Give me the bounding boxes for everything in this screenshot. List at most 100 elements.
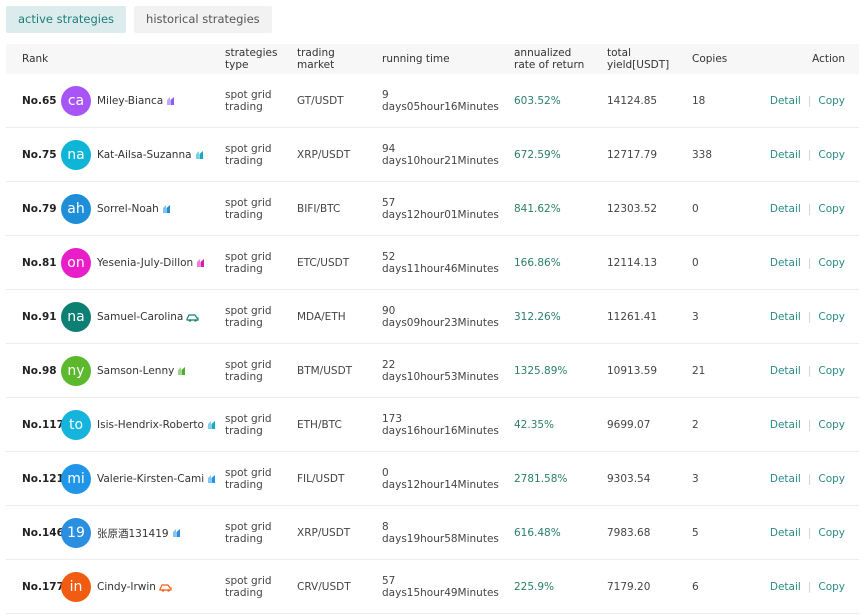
table-header: Rank strategies type trading market runn… bbox=[6, 44, 859, 74]
copy-link[interactable]: Copy bbox=[818, 419, 845, 431]
avatar[interactable]: ca bbox=[61, 86, 91, 116]
avatar[interactable]: to bbox=[61, 410, 91, 440]
action-divider: | bbox=[807, 311, 812, 323]
avatar[interactable]: on bbox=[61, 248, 91, 278]
detail-link[interactable]: Detail bbox=[769, 203, 801, 215]
strategy-type-line2: trading bbox=[225, 209, 263, 221]
row-actions: Detail | Copy bbox=[770, 398, 845, 452]
strategy-type: spot grid trading bbox=[225, 182, 272, 236]
table-row: No.146 19 张原酒131419 spot grid trading XR… bbox=[6, 506, 859, 560]
trader-name[interactable]: 张原酒131419 bbox=[97, 527, 169, 540]
strategy-type-line1: spot grid bbox=[225, 574, 272, 587]
copies-count: 6 bbox=[692, 581, 699, 593]
running-time-detail: days05hour16Minutes bbox=[382, 101, 499, 113]
strategy-type: spot grid trading bbox=[225, 128, 272, 182]
avatar[interactable]: in bbox=[61, 572, 91, 602]
rank-label: No.146 bbox=[22, 527, 64, 539]
strategy-type-line1: spot grid bbox=[225, 250, 272, 263]
table-row: No.177 in Cindy-Irwin spot grid trading … bbox=[6, 560, 859, 614]
header-type-line2: type bbox=[225, 59, 249, 71]
trader-name[interactable]: Miley-Bianca bbox=[97, 95, 164, 107]
copies-count: 0 bbox=[692, 203, 699, 215]
total-yield: 12717.79 bbox=[607, 149, 658, 161]
table-row: No.75 na Kat-Ailsa-Suzanna spot grid tra… bbox=[6, 128, 859, 182]
running-time-days: 173 bbox=[382, 412, 403, 425]
avatar[interactable]: mi bbox=[61, 464, 91, 494]
copy-link[interactable]: Copy bbox=[818, 473, 845, 485]
detail-link[interactable]: Detail bbox=[769, 257, 801, 269]
detail-link[interactable]: Detail bbox=[769, 527, 801, 539]
total-yield: 9699.07 bbox=[607, 419, 651, 431]
annualized-rate: 2781.58% bbox=[514, 473, 568, 485]
bot-badge-icon bbox=[166, 96, 175, 106]
trader-cell[interactable]: on Yesenia-July-Dillon bbox=[61, 236, 205, 290]
trader-cell[interactable]: na Samuel-Carolina bbox=[61, 290, 199, 344]
trader-name[interactable]: Cindy-Irwin bbox=[97, 581, 156, 593]
trader-cell[interactable]: ca Miley-Bianca bbox=[61, 74, 175, 128]
tab-historical-strategies[interactable]: historical strategies bbox=[134, 6, 272, 33]
running-time: 22 days10hour53Minutes bbox=[382, 344, 499, 398]
copy-link[interactable]: Copy bbox=[818, 149, 845, 161]
copy-link[interactable]: Copy bbox=[818, 95, 845, 107]
detail-link[interactable]: Detail bbox=[769, 581, 801, 593]
avatar[interactable]: 19 bbox=[61, 518, 91, 548]
annualized-rate: 672.59% bbox=[514, 149, 561, 161]
row-actions: Detail | Copy bbox=[770, 182, 845, 236]
copy-link[interactable]: Copy bbox=[818, 365, 845, 377]
trader-name[interactable]: Valerie-Kirsten-Cami bbox=[97, 473, 205, 485]
trader-name[interactable]: Samuel-Carolina bbox=[97, 311, 184, 323]
trading-market: BTM/USDT bbox=[297, 365, 353, 377]
strategy-type-line2: trading bbox=[225, 317, 263, 329]
trader-cell[interactable]: ah Sorrel-Noah bbox=[61, 182, 171, 236]
tab-active-strategies[interactable]: active strategies bbox=[6, 6, 127, 33]
strategy-type-line2: trading bbox=[225, 425, 263, 437]
trading-market: MDA/ETH bbox=[297, 311, 346, 323]
trader-cell[interactable]: mi Valerie-Kirsten-Cami bbox=[61, 452, 216, 506]
trader-cell[interactable]: ny Samson-Lenny bbox=[61, 344, 186, 398]
detail-link[interactable]: Detail bbox=[769, 95, 801, 107]
detail-link[interactable]: Detail bbox=[769, 419, 801, 431]
trader-cell[interactable]: in Cindy-Irwin bbox=[61, 560, 172, 614]
running-time-detail: days16hour16Minutes bbox=[382, 425, 499, 437]
copy-link[interactable]: Copy bbox=[818, 581, 845, 593]
row-actions: Detail | Copy bbox=[770, 290, 845, 344]
copy-link[interactable]: Copy bbox=[818, 257, 845, 269]
trader-cell[interactable]: na Kat-Ailsa-Suzanna bbox=[61, 128, 204, 182]
rank-label: No.81 bbox=[22, 257, 57, 269]
running-time-detail: days12hour01Minutes bbox=[382, 209, 499, 221]
detail-link[interactable]: Detail bbox=[769, 311, 801, 323]
trader-name[interactable]: Kat-Ailsa-Suzanna bbox=[97, 149, 192, 161]
running-time-detail: days15hour49Minutes bbox=[382, 587, 499, 599]
avatar[interactable]: na bbox=[61, 302, 91, 332]
trader-name[interactable]: Samson-Lenny bbox=[97, 365, 175, 377]
trader-cell[interactable]: to Isis-Hendrix-Roberto bbox=[61, 398, 216, 452]
annualized-rate: 42.35% bbox=[514, 419, 555, 431]
detail-link[interactable]: Detail bbox=[769, 473, 801, 485]
action-divider: | bbox=[807, 257, 812, 269]
trader-name[interactable]: Sorrel-Noah bbox=[97, 203, 159, 215]
total-yield: 11261.41 bbox=[607, 311, 658, 323]
bot-badge-icon bbox=[196, 258, 205, 268]
trader-name[interactable]: Isis-Hendrix-Roberto bbox=[97, 419, 204, 431]
copy-link[interactable]: Copy bbox=[818, 203, 845, 215]
trader-name[interactable]: Yesenia-July-Dillon bbox=[97, 257, 194, 269]
trading-market: XRP/USDT bbox=[297, 527, 351, 539]
row-actions: Detail | Copy bbox=[770, 236, 845, 290]
trader-cell[interactable]: 19 张原酒131419 bbox=[61, 506, 181, 560]
copy-link[interactable]: Copy bbox=[818, 527, 845, 539]
table-row: No.117 to Isis-Hendrix-Roberto spot grid… bbox=[6, 398, 859, 452]
avatar[interactable]: ah bbox=[61, 194, 91, 224]
strategy-type-line2: trading bbox=[225, 533, 263, 545]
copy-link[interactable]: Copy bbox=[818, 311, 845, 323]
copies-count: 3 bbox=[692, 311, 699, 323]
total-yield: 7983.68 bbox=[607, 527, 651, 539]
trading-market: ETC/USDT bbox=[297, 257, 350, 269]
detail-link[interactable]: Detail bbox=[769, 149, 801, 161]
avatar[interactable]: na bbox=[61, 140, 91, 170]
bot-badge-icon bbox=[195, 150, 204, 160]
running-time-detail: days12hour14Minutes bbox=[382, 479, 499, 491]
detail-link[interactable]: Detail bbox=[769, 365, 801, 377]
avatar[interactable]: ny bbox=[61, 356, 91, 386]
copies-count: 0 bbox=[692, 257, 699, 269]
running-time: 9 days05hour16Minutes bbox=[382, 74, 499, 128]
